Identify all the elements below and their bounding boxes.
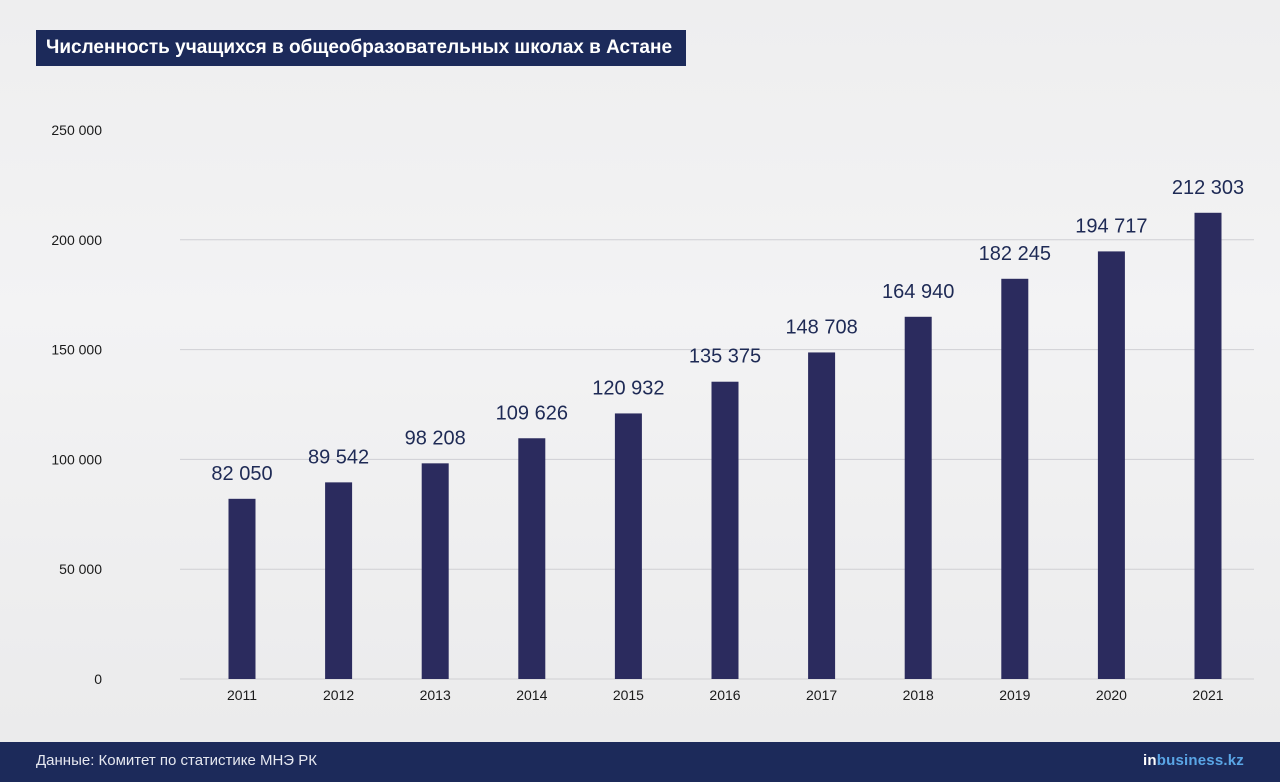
- bar: [1097, 251, 1125, 679]
- bar: [808, 352, 836, 679]
- x-tick-label: 2020: [1096, 687, 1127, 703]
- x-tick-label: 2015: [613, 687, 644, 703]
- bar: [711, 381, 739, 679]
- bar: [421, 463, 449, 679]
- y-tick-label: 50 000: [59, 561, 102, 577]
- data-label: 89 542: [308, 446, 369, 468]
- bar: [228, 498, 256, 679]
- y-tick-label: 0: [94, 671, 102, 687]
- data-label: 98 208: [405, 427, 466, 449]
- x-tick-label: 2012: [323, 687, 354, 703]
- y-tick-label: 200 000: [51, 232, 102, 248]
- brand-logo[interactable]: inbusiness.kz: [1143, 752, 1244, 769]
- bar: [1194, 212, 1222, 680]
- x-tick-label: 2016: [709, 687, 740, 703]
- bar-chart: 0 50 000 100 000 150 000 200 000 250 000 82 05…: [51, 122, 1254, 703]
- x-tick-label: 2017: [806, 687, 837, 703]
- data-label: 194 717: [1075, 215, 1147, 237]
- chart-title: Численность учащихся в общеобразовательн…: [36, 30, 687, 66]
- brand-prefix: in: [1143, 752, 1157, 769]
- bar: [518, 438, 546, 679]
- data-label: 212 303: [1172, 177, 1244, 199]
- x-tick-label: 2014: [516, 687, 547, 703]
- brand-suffix: business.kz: [1156, 752, 1244, 769]
- y-tick-label: 150 000: [51, 342, 102, 358]
- bar: [904, 316, 932, 679]
- x-tick-label: 2021: [1192, 687, 1223, 703]
- data-label: 120 932: [592, 377, 664, 399]
- data-label: 164 940: [882, 281, 954, 303]
- x-tick-label: 2019: [999, 687, 1030, 703]
- y-tick-label: 100 000: [51, 451, 102, 467]
- x-tick-label: 2018: [903, 687, 934, 703]
- data-label: 135 375: [689, 346, 761, 368]
- y-tick-label: 250 000: [51, 122, 102, 138]
- footer-bar: Данные: Комитет по статистике МНЭ РК inb…: [0, 742, 1280, 782]
- data-label: 148 708: [785, 316, 857, 338]
- bar: [1001, 278, 1029, 679]
- data-label: 109 626: [496, 402, 568, 424]
- bar: [614, 413, 642, 679]
- data-label: 82 050: [211, 463, 272, 485]
- x-tick-label: 2011: [227, 687, 257, 703]
- x-tick-label: 2013: [420, 687, 451, 703]
- bar: [325, 482, 353, 679]
- data-label: 182 245: [979, 243, 1051, 265]
- data-source: Данные: Комитет по статистике МНЭ РК: [36, 752, 317, 769]
